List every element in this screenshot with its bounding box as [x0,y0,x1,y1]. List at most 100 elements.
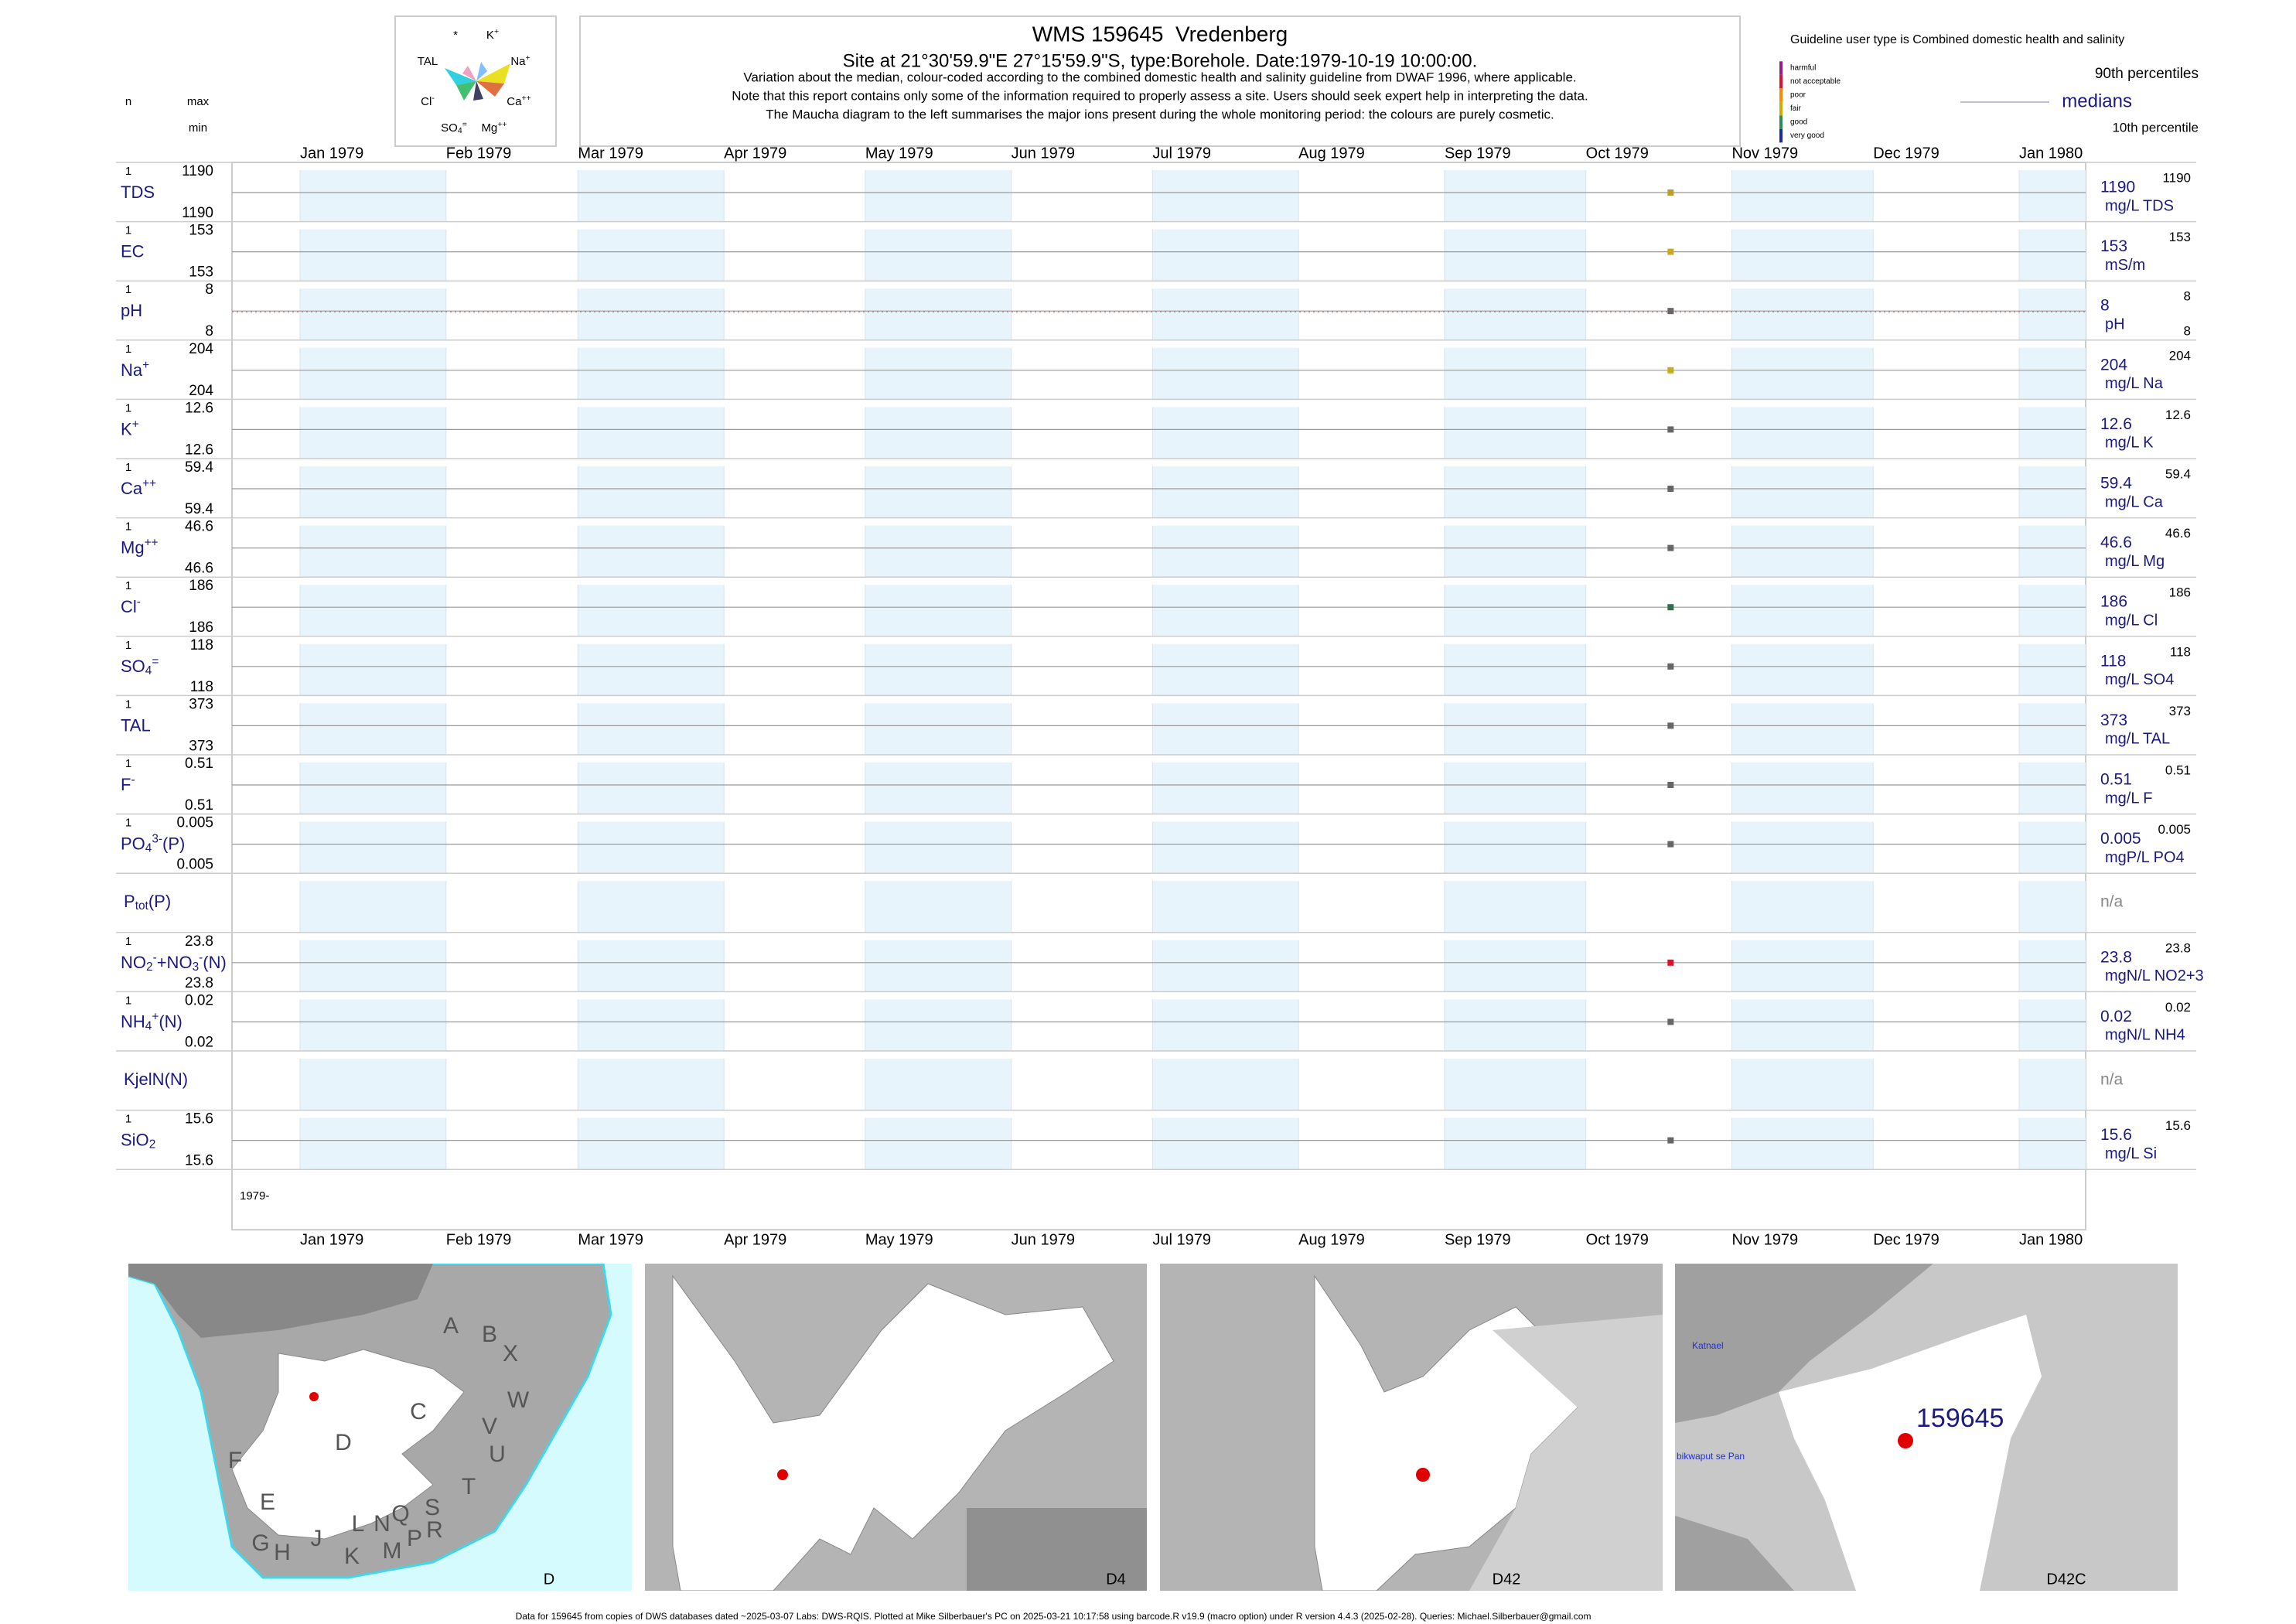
count: 1 [125,994,131,1007]
label-part: Na [121,360,143,380]
month-band [1731,821,1874,874]
legend-median: medians [2062,90,2132,111]
label-part: - [131,773,135,786]
label: SO4= [121,655,159,677]
legend-swatch [1779,61,1783,75]
map-panel [1675,1264,2178,1591]
p90: 0.005 [2158,822,2191,837]
month-band [865,170,1012,222]
label: Ptot(P) [124,892,171,913]
region-label: V [482,1414,497,1439]
p90: 153 [2169,230,2191,244]
min: 118 [190,679,213,695]
land-dark [967,1508,1147,1591]
max: 186 [189,578,213,594]
month-band [2019,763,2086,814]
label: K+ [486,27,499,42]
region-label: G [251,1530,269,1556]
sample-dot [1667,722,1674,729]
label-part: F [121,775,131,794]
month-band [2019,170,2086,222]
month-band [1731,407,1874,459]
month-band [1731,585,1874,636]
label-part: P [124,892,135,911]
label: Mg++ [481,120,507,135]
label-part: K [486,29,494,42]
label: NH4+(N) [121,1011,183,1032]
site-dot [1898,1433,1913,1448]
max: 46.6 [185,519,213,535]
month-label-top: Feb 1979 [446,145,512,162]
region-label: A [443,1313,459,1339]
legend-label: good [1790,118,1807,127]
month-band [300,229,446,281]
label-part: 2 [146,960,153,973]
sample-dot [1667,959,1674,966]
maucha-petal [445,68,476,85]
min: 8 [205,323,213,339]
label: * [453,29,458,42]
month-label-bottom: Jan 1980 [2019,1231,2083,1248]
month-band [865,643,1012,696]
label-part: + [526,53,531,63]
month-band [865,999,1012,1051]
legend-label: not acceptable [1790,77,1841,86]
unit: pH [2105,316,2125,333]
site-label: 159645 [1916,1404,2004,1433]
month-band [2019,940,2086,992]
unit: mgN/L NO2+3 [2105,967,2204,984]
p90: 373 [2169,704,2191,718]
month-band [578,999,725,1051]
label-part: - [153,951,157,964]
month-band [2019,999,2086,1051]
label-part: (P) [162,834,185,853]
max: 15.6 [185,1111,213,1128]
title-box [579,15,1741,147]
legend-label: very good [1790,131,1824,140]
month-band [1152,999,1299,1051]
label: NO2-+NO3-(N) [121,951,227,973]
month-band [1152,466,1299,518]
month-band [2019,407,2086,459]
subtitle: Site at 21°30'59.9"E 27°15'59.9"S, type:… [843,50,1478,71]
region-label: T [462,1474,476,1499]
unit: mgN/L NH4 [2105,1027,2185,1044]
month-label-bottom: Jun 1979 [1012,1231,1075,1248]
region-label: D [335,1430,352,1455]
legend-label: fair [1790,104,1802,113]
max: 8 [205,281,213,298]
max: 0.02 [185,992,213,1008]
count: 1 [125,401,131,415]
unit: mg/L SO4 [2105,671,2174,688]
month-band [578,288,725,340]
median-value: 118 [2100,652,2126,670]
month-band [300,763,446,814]
month-band [865,940,1012,992]
month-label-bottom: Jan 1979 [300,1231,363,1248]
label-part: KjelN(N) [124,1070,188,1089]
median-value: 204 [2100,356,2127,374]
month-band [865,347,1012,400]
label-part: - [137,596,141,609]
month-band [1444,703,1586,755]
label-part: TAL [121,715,151,735]
min: 186 [189,619,213,636]
legend-p90: 90th percentiles [2095,66,2199,82]
region-label: R [426,1517,443,1543]
p90: 23.8 [2165,940,2191,955]
sample-dot [1667,486,1674,492]
sample-dot [1667,782,1674,788]
month-band [1152,643,1299,696]
region-label: F [228,1448,242,1473]
legend-n: n [125,95,131,108]
count: 1 [125,461,131,474]
min: 12.6 [185,442,213,458]
label-part: - [199,951,203,964]
maucha-petal [476,62,487,81]
month-band [578,703,725,755]
month-label-top: Jan 1980 [2019,145,2083,162]
map-label: D42C [2046,1571,2086,1588]
region-label: E [260,1489,275,1515]
month-label-bottom: Nov 1979 [1731,1231,1798,1248]
